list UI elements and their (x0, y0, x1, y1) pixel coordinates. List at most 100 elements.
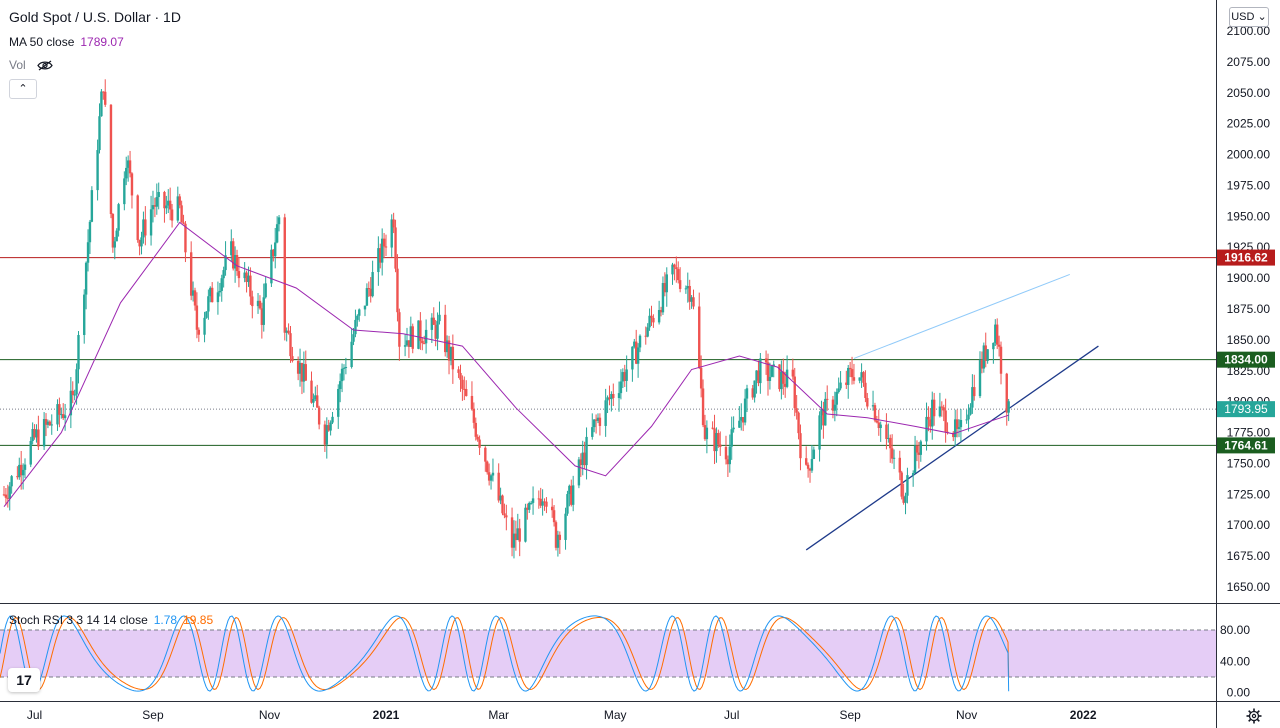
candle-body (633, 341, 636, 347)
candle-body (531, 498, 535, 503)
candle-body (33, 429, 36, 438)
symbol-title[interactable]: Gold Spot / U.S. Dollar · 1D (9, 9, 181, 25)
candle-body (367, 288, 371, 290)
candle-body (262, 297, 265, 325)
candle-body (176, 196, 180, 221)
candle-body (858, 377, 861, 381)
candle-body (703, 425, 707, 440)
stoch-k-value: 1.78 (153, 613, 178, 627)
candle-body (478, 439, 481, 448)
candle-body (170, 209, 174, 221)
ma-value: 1789.07 (80, 35, 124, 49)
gear-icon[interactable] (1246, 708, 1262, 724)
candle-body (955, 419, 959, 429)
candle-body (617, 393, 621, 399)
candle-body (887, 437, 890, 439)
vol-legend[interactable]: Vol (9, 57, 53, 73)
candle-body (296, 361, 300, 374)
candle-body (182, 222, 185, 224)
candle-body (251, 296, 254, 307)
candle-body (860, 372, 863, 378)
candle-body (783, 383, 787, 387)
date-tick-label: Sep (839, 708, 861, 722)
candle-body (911, 473, 915, 476)
candle-body (449, 346, 453, 361)
candle-body (866, 397, 869, 407)
stoch-k-line (0, 615, 1010, 692)
tradingview-logo[interactable]: 17 (8, 668, 40, 692)
candle-body (270, 249, 273, 284)
candle-body (62, 414, 65, 419)
date-tick-label: May (604, 708, 627, 722)
candle-body (419, 320, 422, 341)
current-price-bg (1217, 401, 1275, 418)
price-tick-label: 1775.00 (1227, 426, 1271, 440)
candle-body (514, 533, 518, 541)
candle-body (50, 424, 53, 426)
level-label-bg (1217, 249, 1275, 266)
candle-body (566, 494, 569, 514)
candle-body (606, 397, 609, 401)
candle-body (432, 317, 435, 325)
candle-body (235, 255, 239, 272)
candle-body (678, 280, 682, 289)
candle-body (806, 464, 810, 469)
candle-body (862, 372, 865, 383)
candle-body (902, 496, 905, 503)
candle-body (23, 464, 27, 470)
candle-body (476, 436, 479, 440)
candle-body (63, 415, 67, 419)
candle-body (283, 217, 286, 333)
eye-hidden-icon[interactable] (37, 60, 53, 71)
candle-body (526, 507, 529, 510)
candle-body (243, 272, 246, 279)
candle-body (42, 419, 46, 447)
collapse-legend-button[interactable]: ⌃ (9, 79, 37, 99)
candle-body (612, 393, 615, 399)
candle-body (461, 379, 464, 389)
candle-body (230, 241, 233, 256)
vol-label: Vol (9, 58, 26, 72)
candle-body (2, 494, 6, 496)
candle-body (791, 369, 795, 377)
candle-body (805, 458, 808, 465)
candle-body (778, 364, 781, 390)
candle-body (619, 381, 623, 394)
candle-body (621, 372, 625, 382)
candle-body (4, 494, 8, 498)
date-tick-label: Jul (27, 708, 42, 722)
candle-body (568, 485, 571, 495)
candle-body (163, 191, 166, 209)
level-label-bg (1217, 437, 1275, 454)
candle-body (661, 283, 665, 313)
candle-body (310, 380, 313, 403)
candle-body (302, 364, 306, 382)
trendlines[interactable] (805, 273, 1099, 551)
ma-legend[interactable]: MA 50 close 1789.07 (9, 34, 124, 50)
candle-body (430, 317, 434, 330)
candle-body (491, 472, 495, 476)
candle-body (18, 464, 21, 478)
horizontal-levels[interactable] (0, 257, 1216, 446)
candle-body (405, 340, 409, 346)
candle-body (623, 372, 626, 381)
candle-body (104, 91, 107, 105)
candle-body (445, 340, 449, 353)
price-tick-label: 2050.00 (1227, 86, 1271, 100)
stoch-legend[interactable]: Stoch RSI 3 3 14 14 close 1.78 19.85 (9, 613, 213, 627)
candle-body (550, 506, 554, 511)
candle-body (363, 305, 367, 310)
candle-body (285, 330, 288, 333)
candle-body (636, 347, 640, 364)
candle-body (505, 515, 508, 518)
candle-body (316, 395, 319, 408)
candle-body (84, 262, 88, 295)
candle-body (109, 104, 113, 215)
candle-body (889, 437, 892, 449)
candle-body (724, 446, 728, 460)
candle-body (365, 288, 369, 306)
candle-body (864, 382, 867, 398)
candle-body (451, 346, 455, 370)
currency-button[interactable]: USD ⌄ (1229, 7, 1269, 27)
